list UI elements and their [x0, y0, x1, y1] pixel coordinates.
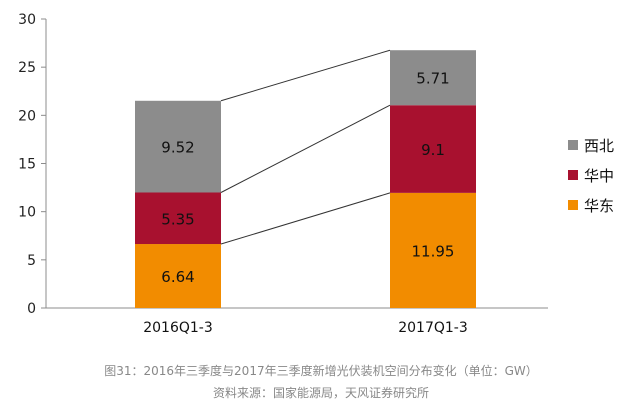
- y-tick-label: 15: [18, 157, 36, 173]
- legend-label: 华东: [584, 197, 614, 215]
- legend-label: 西北: [584, 137, 614, 155]
- series-connector-line: [220, 192, 391, 245]
- y-tick-label: 20: [18, 108, 36, 124]
- data-label: 9.1: [421, 141, 445, 159]
- legend-swatch: [568, 200, 578, 210]
- bar-segment: [135, 244, 221, 308]
- legend-label: 华中: [584, 167, 614, 185]
- data-label: 11.95: [412, 242, 455, 260]
- chart-caption: 图31：2016年三季度与2017年三季度新增光伏装机空间分布变化（单位：GW）: [104, 364, 538, 378]
- bar-segment: [135, 192, 221, 245]
- bar-segment: [390, 192, 476, 308]
- data-label: 9.52: [161, 139, 194, 157]
- data-label: 5.35: [161, 210, 194, 228]
- chart-source: 资料来源：国家能源局，天风证券研究所: [212, 386, 429, 400]
- y-tick-label: 25: [18, 60, 36, 76]
- series-connector-line: [220, 49, 391, 102]
- legend-swatch: [568, 170, 578, 180]
- series-connector-line: [220, 104, 391, 193]
- data-label: 6.64: [161, 268, 194, 286]
- y-tick-label: 5: [27, 253, 36, 269]
- y-tick-label: 10: [18, 205, 36, 221]
- y-tick-label: 0: [27, 301, 36, 317]
- bar-segment: [390, 50, 476, 106]
- y-tick-label: 30: [18, 12, 36, 28]
- stacked-bar-chart: 0 5 10 15 20 25 30 6.64 5.35 9.52 2016Q1-3 11.95 9.1…: [18, 12, 614, 336]
- legend-swatch: [568, 140, 578, 150]
- x-category-label: 2017Q1-3: [398, 320, 468, 336]
- data-label: 5.71: [416, 70, 449, 88]
- x-category-label: 2016Q1-3: [143, 320, 213, 336]
- bar-segment: [390, 105, 476, 193]
- bar-segment: [135, 100, 221, 193]
